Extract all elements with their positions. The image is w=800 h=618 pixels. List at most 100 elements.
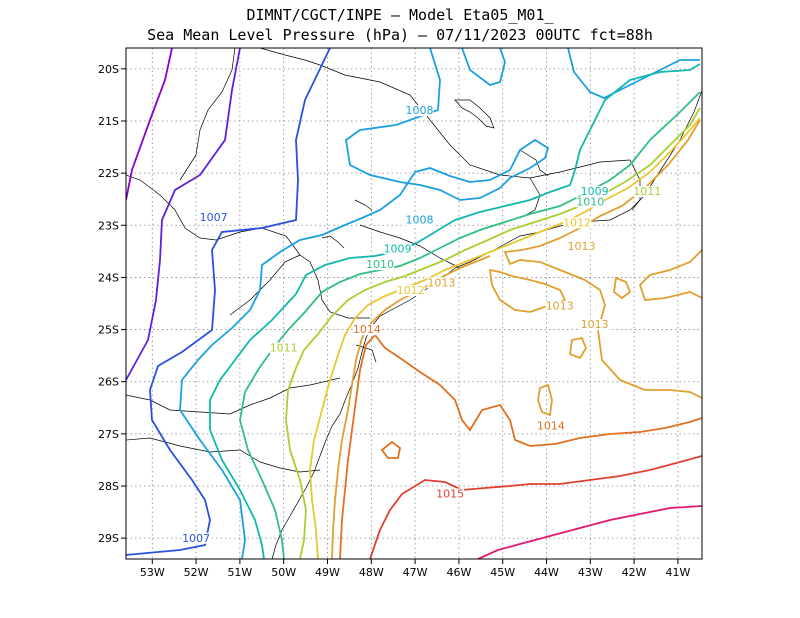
contour-label-bg [576, 196, 605, 208]
contour-1014-ring [380, 440, 401, 459]
contour-label-bg [633, 186, 662, 197]
lat-tick-label: 20S [98, 63, 119, 76]
contour-label: 1013 [568, 240, 596, 253]
contour-label: 1008 [405, 214, 433, 227]
contour-1013-ring2 [569, 336, 588, 360]
contour-1008-a [179, 48, 550, 559]
lon-tick-label: 47W [403, 566, 428, 579]
lon-tick-label: 49W [315, 566, 340, 579]
lat-tick-label: 24S [98, 271, 119, 284]
contour-label: 1011 [633, 185, 661, 198]
country-border [126, 174, 301, 256]
reservoir [321, 235, 345, 249]
contour-1013-east [638, 249, 702, 301]
lat-tick-label: 23S [98, 219, 119, 232]
contour-label: 1013 [546, 300, 574, 313]
contour-label-bg [427, 277, 456, 289]
contour-label: 1012 [397, 284, 425, 297]
lon-tick-label: 41W [665, 566, 690, 579]
contour-label-bg [536, 420, 565, 432]
contour-label-bg [383, 243, 412, 255]
contour-label: 1009 [384, 242, 412, 255]
state-border [319, 64, 631, 179]
state-border [359, 224, 461, 269]
state-border [355, 344, 377, 363]
state-border [259, 48, 321, 66]
lat-tick-label: 29S [98, 532, 119, 545]
contour-1014 [339, 333, 702, 559]
contour-1013-ring1 [613, 276, 632, 300]
contour-1013-main [503, 119, 702, 399]
state-border [126, 437, 321, 473]
contour-label: 1013 [581, 318, 609, 331]
lon-tick-label: 44W [534, 566, 559, 579]
contour-label-bg [366, 259, 395, 270]
lat-lon-grid [126, 48, 702, 559]
contour-label-bg [580, 186, 609, 197]
lat-tick-label: 28S [98, 480, 119, 493]
lon-tick-label: 48W [359, 566, 384, 579]
reservoir [354, 199, 373, 211]
state-border [299, 254, 370, 319]
map-title-line1: DIMNT/CGCT/INPE – Model Eta05_M01_ [246, 6, 554, 24]
state-border [229, 254, 301, 316]
contour-1007 [126, 48, 331, 556]
contour-label: 1009 [581, 185, 609, 198]
contour-label: 1010 [576, 195, 604, 208]
contour-label: 1012 [563, 216, 591, 229]
contour-1008-c [567, 48, 700, 99]
contour-label: 1011 [270, 341, 298, 354]
longitude-axis: 53W 52W 51W 50W 49W 48W 47W 46W 45W 44W 43W 42W 41W [140, 559, 690, 579]
contour-label-bg [580, 318, 609, 330]
lon-tick-label: 52W [184, 566, 209, 579]
lat-tick-label: 21S [98, 115, 119, 128]
reservoir [519, 149, 549, 177]
contour-label: 1008 [405, 104, 433, 117]
contour-label: 1010 [366, 258, 394, 271]
contour-1005 [126, 48, 173, 201]
contour-1016 [477, 505, 702, 559]
contour-label-bg [269, 342, 298, 354]
map-frame [125, 47, 703, 560]
contour-label-bg [563, 217, 592, 229]
slp-contours [126, 48, 702, 559]
lon-tick-label: 45W [490, 566, 515, 579]
lon-tick-label: 51W [227, 566, 252, 579]
latitude-axis: 20S 21S 22S 23S 24S 25S 26S 27S 28S 29S [98, 63, 126, 545]
contour-label: 1014 [537, 420, 565, 433]
lon-tick-label: 43W [578, 566, 603, 579]
lat-tick-label: 22S [98, 167, 119, 180]
contour-label-bg [352, 324, 381, 336]
contour-label-bg [396, 285, 425, 297]
contour-label: 1014 [353, 323, 381, 336]
contour-label: 1013 [427, 276, 455, 289]
contour-label: 1007 [182, 532, 210, 545]
coastline [271, 89, 702, 559]
contour-labels: 1008100810071007100910091010101010111011… [182, 104, 662, 545]
contour-1015 [369, 455, 702, 559]
map-title-line2: Sea Mean Level Pressure (hPa) – 07/11/20… [147, 26, 653, 44]
lon-tick-label: 46W [446, 566, 471, 579]
state-border [126, 377, 341, 415]
lat-tick-label: 26S [98, 376, 119, 389]
contour-label-bg [567, 240, 596, 252]
contour-label-bg [199, 212, 228, 224]
lat-tick-label: 27S [98, 428, 119, 441]
contour-label-bg [436, 488, 465, 500]
contour-1013-ring3 [537, 383, 553, 417]
contour-1013-west [331, 255, 491, 559]
contour-1013-inner [488, 268, 567, 313]
contour-label-bg [182, 532, 211, 544]
contour-label-bg [545, 300, 574, 312]
contour-label: 1007 [200, 211, 228, 224]
state-border [179, 48, 236, 181]
contour-label: 1015 [436, 487, 464, 500]
coastlines-and-borders [126, 48, 702, 559]
contour-label-bg [405, 105, 434, 117]
lon-tick-label: 42W [622, 566, 647, 579]
lat-tick-label: 25S [98, 324, 119, 337]
reservoir [454, 99, 495, 129]
lon-tick-label: 53W [140, 566, 165, 579]
contour-1012 [309, 117, 701, 559]
